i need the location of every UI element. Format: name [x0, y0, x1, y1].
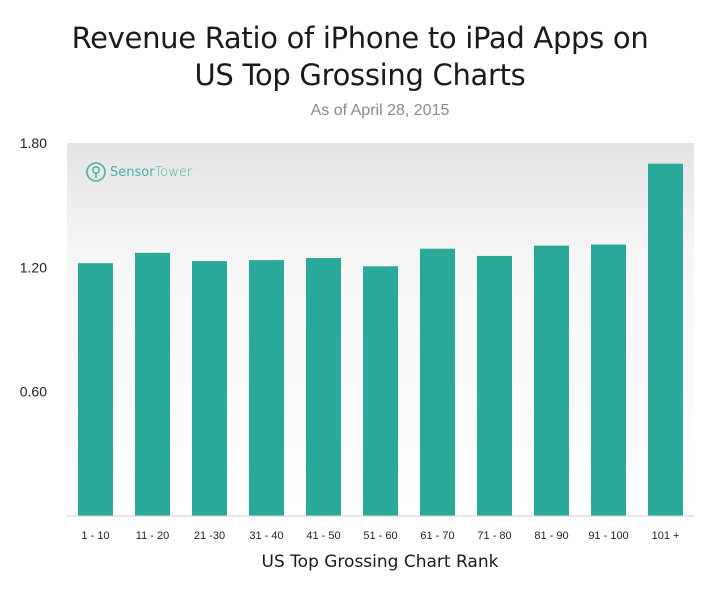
chart-title-line-1: Revenue Ratio of iPhone to iPad Apps on — [71, 21, 649, 55]
bar-6 — [363, 266, 398, 516]
bar-10 — [591, 244, 626, 516]
bar-4 — [249, 260, 284, 516]
sensortower-logo: Sensor Tower — [86, 162, 192, 182]
x-tick-label: 61 - 70 — [420, 530, 454, 542]
bar-11 — [648, 163, 683, 516]
bar-2 — [135, 252, 170, 517]
y-tick-label: 1.80 — [20, 135, 47, 151]
y-tick-label: 0.60 — [20, 384, 47, 400]
x-tick-label: 101 + — [652, 530, 680, 542]
chart-title-line-2: US Top Grossing Charts — [194, 58, 526, 92]
bar-5 — [306, 258, 341, 516]
x-tick-label: 21 -30 — [194, 530, 225, 542]
x-tick-label: 71 - 80 — [477, 530, 511, 542]
bar-7 — [420, 248, 455, 516]
x-tick-label: 41 - 50 — [306, 530, 340, 542]
bar-9 — [534, 245, 569, 516]
chart-subtitle: As of April 28, 2015 — [310, 102, 450, 119]
x-tick-label: 51 - 60 — [363, 530, 397, 542]
bar-3 — [192, 261, 227, 516]
x-tick-label: 11 - 20 — [136, 530, 169, 542]
x-axis-title: US Top Grossing Chart Rank — [261, 552, 499, 572]
bar-1 — [78, 263, 113, 516]
chart-title: Revenue Ratio of iPhone to iPad Apps on … — [0, 20, 720, 94]
logo-text-tower: Tower — [154, 164, 193, 180]
logo-text-sensor: Sensor — [110, 164, 155, 180]
sensortower-icon — [86, 162, 106, 182]
y-tick-label: 1.20 — [20, 259, 47, 275]
x-tick-label: 31 - 40 — [249, 530, 283, 542]
x-tick-label: 81 - 90 — [534, 530, 568, 542]
x-tick-label: 1 - 10 — [81, 530, 109, 542]
x-tick-label: 91 - 100 — [588, 530, 628, 542]
bar-8 — [477, 255, 512, 516]
